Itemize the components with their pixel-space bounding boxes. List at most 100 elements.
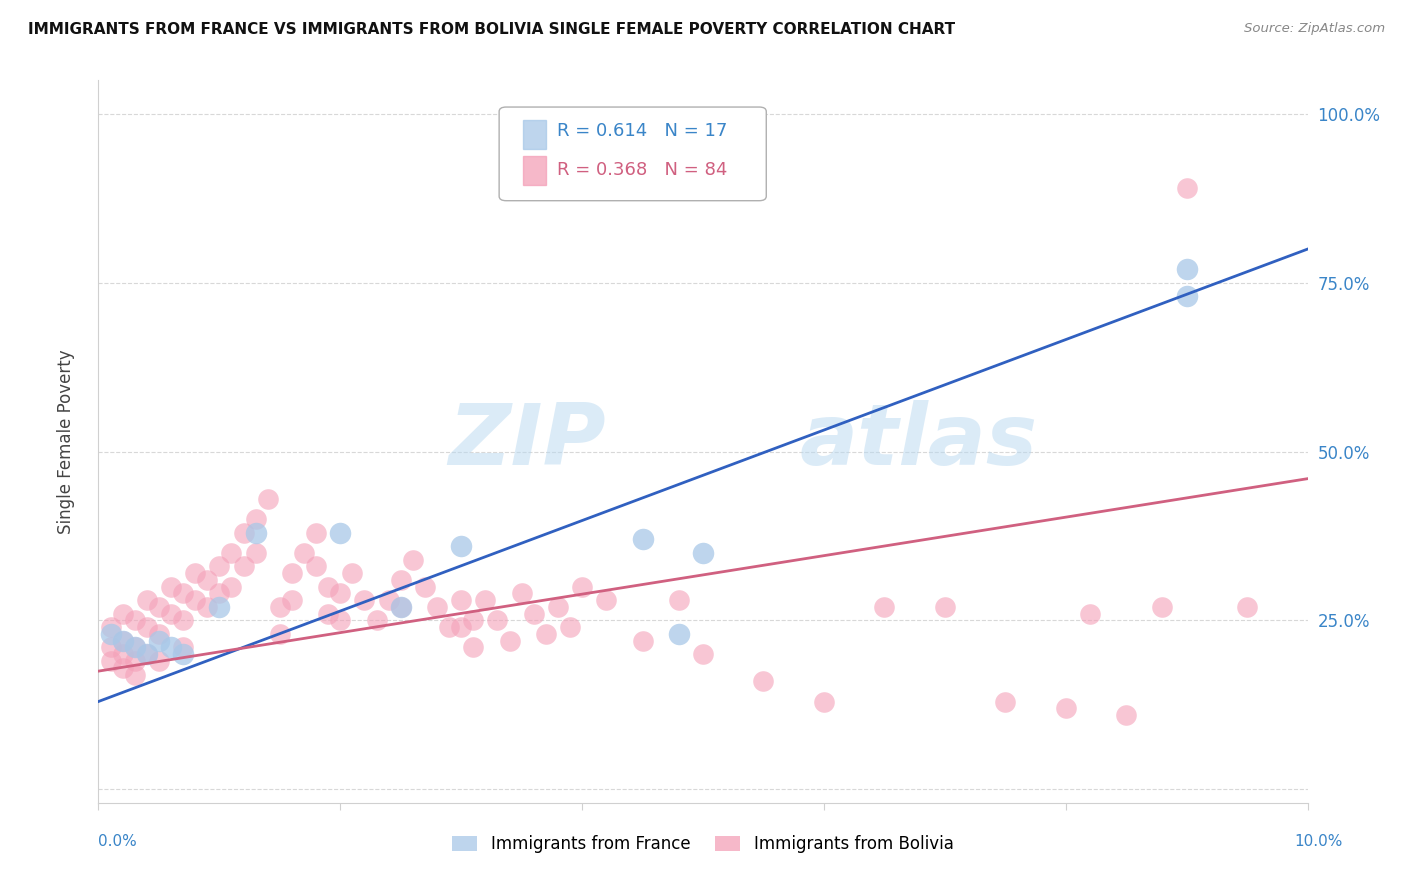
Text: 0.0%: 0.0% xyxy=(98,834,138,849)
Point xyxy=(1078,607,1101,621)
Point xyxy=(377,593,399,607)
Point xyxy=(184,566,207,581)
Point xyxy=(595,593,617,607)
Point xyxy=(281,566,304,581)
Point xyxy=(389,599,412,614)
Point xyxy=(124,654,146,668)
Point xyxy=(547,599,569,614)
Point xyxy=(752,674,775,689)
Point xyxy=(631,533,654,547)
Point xyxy=(221,580,243,594)
Point xyxy=(135,647,157,661)
Point xyxy=(208,599,231,614)
Point xyxy=(135,647,157,661)
Point xyxy=(692,647,714,661)
Point xyxy=(994,694,1017,708)
Point xyxy=(245,512,267,526)
Point xyxy=(245,546,267,560)
Point xyxy=(389,599,412,614)
Point xyxy=(668,593,690,607)
Point xyxy=(269,599,291,614)
Point xyxy=(124,614,146,628)
Point xyxy=(195,573,218,587)
Point xyxy=(135,620,157,634)
Text: R = 0.368   N = 84: R = 0.368 N = 84 xyxy=(557,161,727,178)
Point xyxy=(342,566,364,581)
Point xyxy=(172,586,194,600)
Point xyxy=(172,614,194,628)
Point xyxy=(437,620,460,634)
Point xyxy=(148,654,170,668)
Text: IMMIGRANTS FROM FRANCE VS IMMIGRANTS FROM BOLIVIA SINGLE FEMALE POVERTY CORRELAT: IMMIGRANTS FROM FRANCE VS IMMIGRANTS FRO… xyxy=(28,22,955,37)
Point xyxy=(148,599,170,614)
Point xyxy=(269,627,291,641)
Point xyxy=(305,559,328,574)
Point xyxy=(111,633,134,648)
Point xyxy=(426,599,449,614)
Point xyxy=(934,599,956,614)
Point xyxy=(534,627,557,641)
Point xyxy=(329,586,352,600)
Y-axis label: Single Female Poverty: Single Female Poverty xyxy=(56,350,75,533)
Point xyxy=(523,607,546,621)
Point xyxy=(631,633,654,648)
Point xyxy=(100,620,122,634)
Point xyxy=(402,552,425,566)
Point xyxy=(195,599,218,614)
Point xyxy=(135,593,157,607)
Point xyxy=(316,580,339,594)
Point xyxy=(208,559,231,574)
Point xyxy=(558,620,581,634)
Point xyxy=(692,546,714,560)
Point xyxy=(148,627,170,641)
Point xyxy=(160,640,183,655)
Point xyxy=(1152,599,1174,614)
Point xyxy=(160,580,183,594)
Point xyxy=(100,627,122,641)
Point xyxy=(1054,701,1077,715)
Point xyxy=(463,614,485,628)
Point xyxy=(316,607,339,621)
Point xyxy=(232,559,254,574)
Point xyxy=(111,607,134,621)
Point xyxy=(292,546,315,560)
Text: Source: ZipAtlas.com: Source: ZipAtlas.com xyxy=(1244,22,1385,36)
Point xyxy=(474,593,496,607)
Point xyxy=(124,640,146,655)
Point xyxy=(498,633,520,648)
Point xyxy=(305,525,328,540)
Point xyxy=(1236,599,1258,614)
Point xyxy=(329,614,352,628)
Point xyxy=(1175,289,1198,303)
Point xyxy=(1115,708,1137,723)
Point xyxy=(450,620,472,634)
Point xyxy=(450,593,472,607)
Point xyxy=(232,525,254,540)
Point xyxy=(353,593,375,607)
Point xyxy=(281,593,304,607)
Point xyxy=(172,640,194,655)
Point xyxy=(221,546,243,560)
Point xyxy=(111,633,134,648)
Point xyxy=(413,580,436,594)
Point xyxy=(813,694,835,708)
Text: atlas: atlas xyxy=(800,400,1038,483)
Point xyxy=(389,573,412,587)
Point xyxy=(450,539,472,553)
Point xyxy=(1175,262,1198,277)
Legend: Immigrants from France, Immigrants from Bolivia: Immigrants from France, Immigrants from … xyxy=(446,828,960,860)
Point xyxy=(463,640,485,655)
Point xyxy=(668,627,690,641)
Point xyxy=(256,491,278,506)
Point xyxy=(873,599,896,614)
Point xyxy=(148,633,170,648)
Point xyxy=(208,586,231,600)
Point xyxy=(172,647,194,661)
Text: R = 0.614   N = 17: R = 0.614 N = 17 xyxy=(557,122,727,140)
Point xyxy=(486,614,509,628)
Point xyxy=(124,640,146,655)
Point xyxy=(111,661,134,675)
Point xyxy=(571,580,593,594)
Text: ZIP: ZIP xyxy=(449,400,606,483)
Point xyxy=(100,654,122,668)
